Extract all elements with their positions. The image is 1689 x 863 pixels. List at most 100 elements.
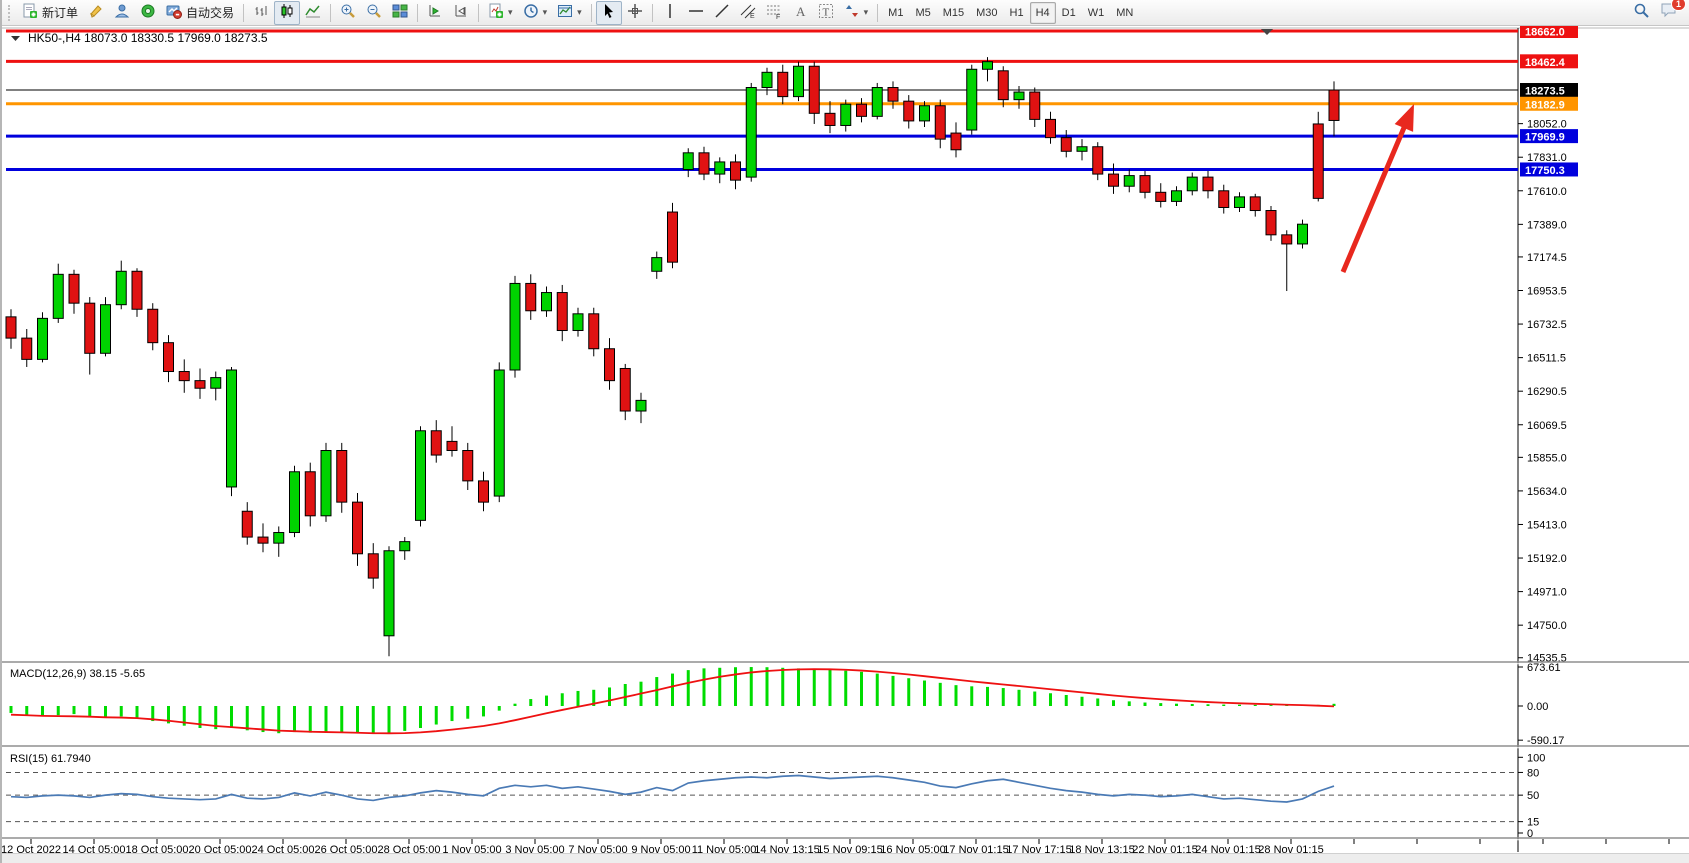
tile-windows-button[interactable] [387,1,413,25]
chart-shift-button[interactable] [448,1,474,25]
macd-tick-label: -590.17 [1527,735,1564,747]
fibonacci-tool-button[interactable]: F [761,1,787,25]
zoom-in-button[interactable] [335,1,361,25]
text-label-tool-button[interactable]: T [813,1,839,25]
line-chart-button[interactable] [300,1,326,25]
timeframe-h1-button[interactable]: H1 [1009,6,1024,19]
price-badge [1520,26,1578,38]
candle [525,282,537,312]
timeframe-w1-button[interactable]: W1 [1087,6,1105,19]
candle [698,152,710,175]
candle [745,87,757,178]
new-order-button[interactable]: 新订单 [17,1,83,25]
bar-chart-button[interactable] [248,1,274,25]
candle [541,292,552,312]
candle [367,553,379,579]
candle [336,450,348,503]
window-bottom-edge [2,853,1689,863]
candle [446,440,458,452]
price-badge [1520,162,1578,177]
candle [1108,173,1119,187]
candle [100,304,111,354]
favorites-button[interactable] [83,1,109,25]
horizontal-line-tool-button[interactable] [683,1,709,25]
autotrading-icon [166,3,183,22]
timeframe-mn-button[interactable]: MN [1116,6,1134,19]
candle [493,369,505,497]
price-badge-label: 17969.9 [1525,132,1565,144]
candle [777,71,789,98]
text-label-icon: T [818,3,834,22]
candle [1234,196,1245,208]
candle [934,105,946,140]
periods-button[interactable]: ▾ [518,1,553,25]
arrows-tool-button[interactable]: ▾ [839,1,874,25]
timeframe-d1-button[interactable]: D1 [1061,6,1076,19]
candle [871,87,883,117]
timeframe-m5-button[interactable]: M5 [915,6,931,19]
candle [682,152,694,171]
candle [1092,146,1104,175]
macd-signal-line [10,668,1335,735]
zoom-out-icon [366,3,382,22]
candle [415,430,426,521]
price-tick-label: 16511.5 [1527,353,1566,365]
timeframe-m15-button[interactable]: M15 [942,6,965,19]
signals-button[interactable] [135,1,161,25]
candle [588,313,600,350]
search-icon[interactable] [1633,2,1650,24]
trend-arrow-head[interactable] [1394,104,1414,132]
toolbar-grip [8,4,14,21]
candle [1045,118,1056,139]
candle [1123,175,1135,187]
candle [399,541,411,552]
trendline-icon [714,3,730,22]
auto-scroll-button[interactable] [422,1,448,25]
autotrading-button[interactable]: 自动交易 [161,1,239,25]
candle [131,270,143,310]
symbol-dropdown-icon[interactable] [11,36,20,41]
toolbar-separator [590,3,592,22]
fibonacci-icon: F [766,3,782,22]
candle [856,103,867,117]
timeframe-h4-button[interactable]: H4 [1029,1,1056,24]
candle [730,161,741,181]
main-toolbar: 新订单 自动交易 [2,0,1689,26]
profile-button[interactable] [109,1,135,25]
candle [1060,137,1072,152]
candle [635,399,647,412]
trendline-tool-button[interactable] [709,1,735,25]
candle [840,103,852,126]
crosshair-icon [627,3,643,22]
arrows-icon [844,3,860,22]
candle [824,112,836,126]
indicators-button[interactable]: ▾ [483,1,518,25]
candle [1155,191,1167,202]
vertical-line-tool-button[interactable] [657,1,683,25]
candle [1312,123,1324,199]
equidistant-channel-tool-button[interactable]: E [735,1,761,25]
candle [1076,146,1088,152]
candle [257,536,269,544]
price-tick-label: 15413.0 [1527,519,1567,531]
rsi-tick-label: 15 [1527,817,1539,829]
chart-canvas[interactable]: 18052.0 17831.0 17610.0 17389.0 17174.5 16953… [2,26,1689,863]
chart-shift-marker[interactable] [1261,29,1273,35]
svg-text:T: T [822,7,829,19]
crosshair-tool-button[interactable] [622,1,648,25]
cursor-tool-button[interactable] [595,0,622,25]
channel-icon: E [740,3,756,22]
rsi-line [10,774,1335,803]
price-tick-label: 16732.5 [1527,319,1567,331]
trend-arrow[interactable] [1340,121,1409,273]
zoom-out-button[interactable] [361,1,387,25]
candle [1328,89,1340,121]
timeframe-m30-button[interactable]: M30 [976,6,998,19]
candle [478,480,489,503]
notifications-icon[interactable]: 1 [1660,0,1686,23]
candlestick-chart-button[interactable] [274,0,301,25]
timeframe-m1-button[interactable]: M1 [888,6,904,19]
toolbar-separator [417,3,419,22]
templates-button[interactable]: ▾ [552,1,587,25]
text-tool-button[interactable]: A [787,1,813,25]
